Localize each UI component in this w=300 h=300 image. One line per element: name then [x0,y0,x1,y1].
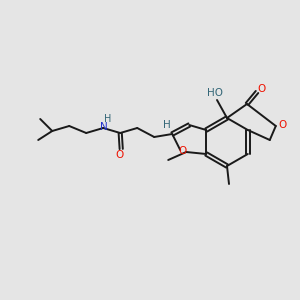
Text: H: H [163,120,171,130]
Text: N: N [100,122,108,132]
Text: O: O [115,150,123,160]
Text: O: O [279,120,287,130]
Text: O: O [257,84,265,94]
Text: HO: HO [207,88,223,98]
Text: H: H [103,114,111,124]
Text: O: O [178,146,186,156]
